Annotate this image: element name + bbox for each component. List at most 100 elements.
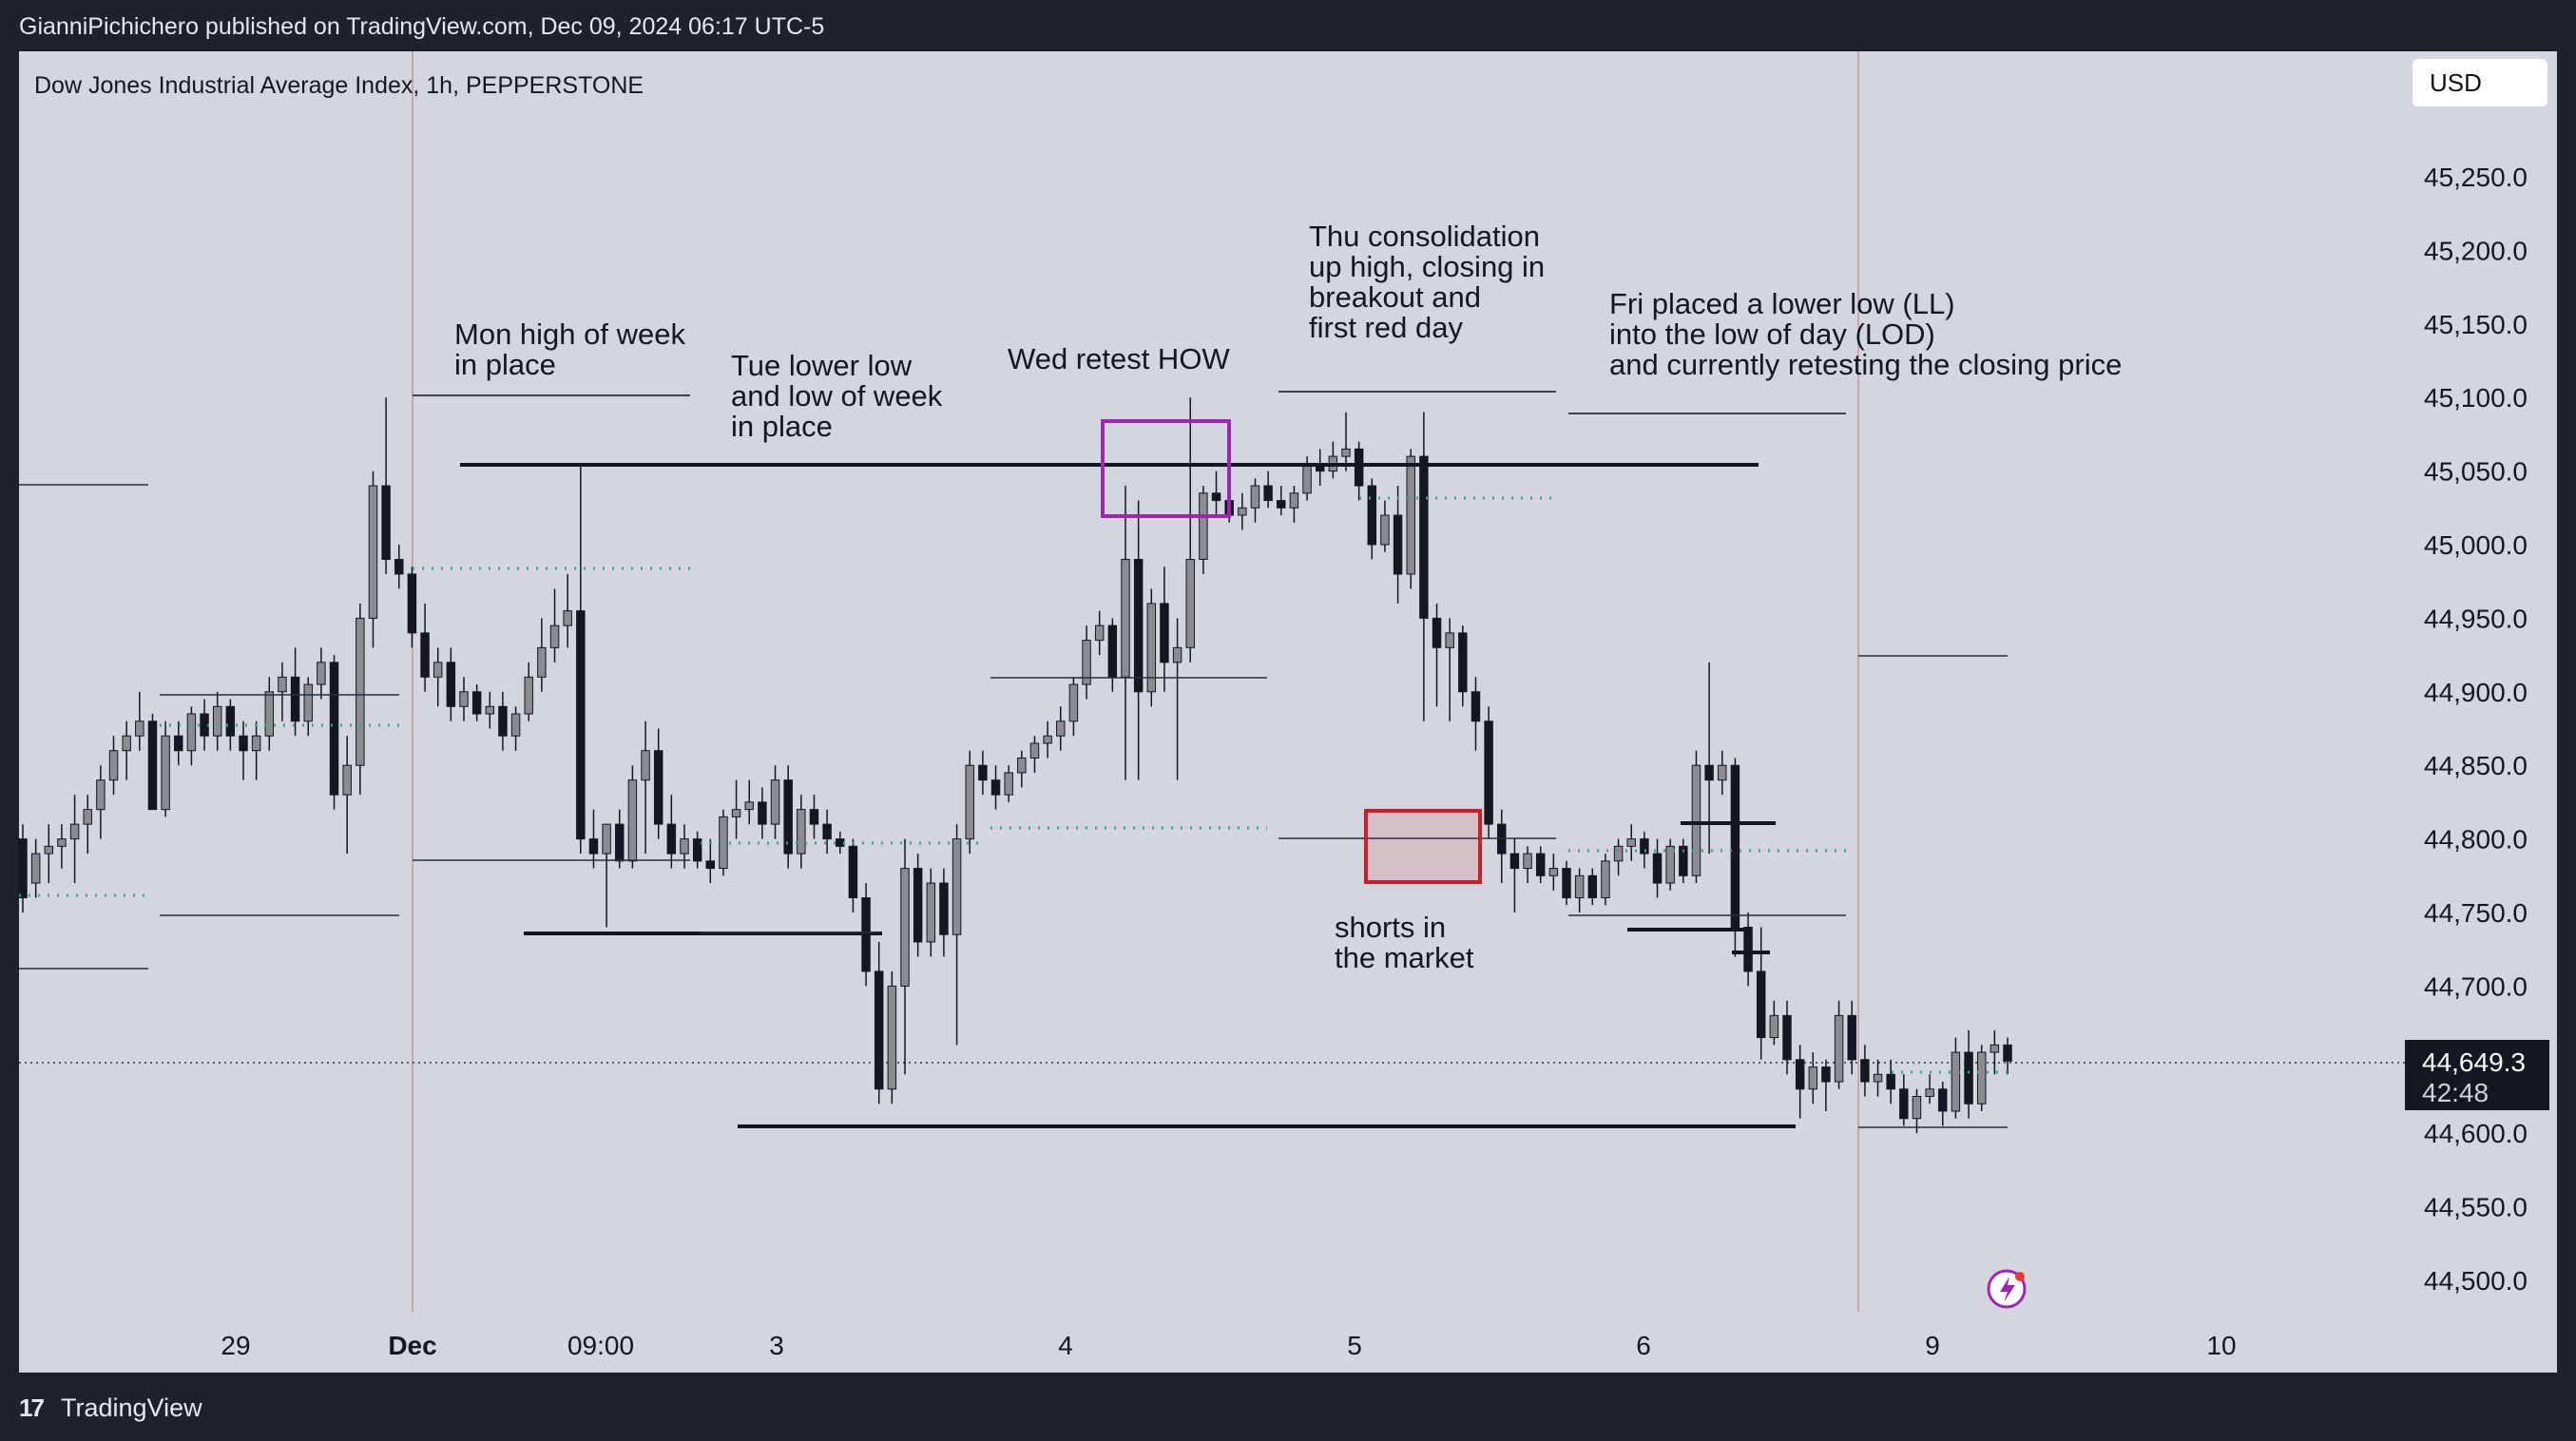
candle-body: [498, 705, 508, 737]
candle-body: [1951, 1051, 1961, 1112]
price-tick: 45,100.0: [2424, 383, 2528, 413]
time-tick: 4: [1058, 1331, 1073, 1360]
candle-body: [1730, 764, 1740, 928]
candle-body: [1380, 514, 1390, 546]
candle-body: [394, 558, 404, 575]
candle-body: [356, 617, 365, 766]
candle-body: [1601, 860, 1610, 899]
annotation-mon: Mon high of week in place: [454, 317, 685, 381]
candle-body: [1562, 868, 1571, 899]
tradingview-logo-icon[interactable]: 17: [19, 1393, 45, 1422]
candle-body: [653, 750, 663, 825]
candle-body: [278, 676, 287, 693]
candle-body: [1277, 500, 1286, 509]
candle-body: [588, 838, 599, 855]
candle-body: [1535, 853, 1546, 876]
tradingview-brand[interactable]: TradingView: [61, 1393, 202, 1422]
candle-body: [2003, 1044, 2012, 1062]
candle-body: [900, 868, 910, 987]
time-tick: 6: [1636, 1331, 1651, 1360]
candle-body: [939, 882, 949, 935]
candle-body: [96, 779, 106, 811]
candle-body: [1860, 1059, 1870, 1083]
candle-body: [913, 868, 923, 943]
time-axis[interactable]: 29 Dec 09:00 3 4 5 6 9 10: [221, 1331, 2236, 1360]
candle-body: [1652, 853, 1663, 884]
candle-body: [731, 809, 741, 817]
candle-body: [459, 691, 469, 707]
time-tick: 10: [2206, 1331, 2236, 1360]
fri-marks: [1627, 821, 1776, 954]
candle-body: [147, 720, 158, 811]
price-badge: [2405, 1040, 2549, 1110]
candle-body: [1121, 558, 1130, 678]
candle-body: [1782, 1014, 1792, 1061]
candle-body: [1211, 492, 1221, 502]
symbol-title: Dow Jones Industrial Average Index, 1h, …: [34, 72, 644, 99]
candle-body: [1471, 691, 1481, 722]
candle-body: [44, 845, 54, 855]
price-tick: 44,900.0: [2424, 678, 2528, 707]
candle-body: [83, 809, 92, 825]
candle-body: [1509, 853, 1520, 870]
candle-body: [433, 662, 443, 678]
chart-pane[interactable]: [19, 51, 2557, 1373]
candle-body: [822, 823, 832, 840]
candle-body: [1107, 624, 1118, 678]
price-tick: 44,950.0: [2424, 604, 2528, 633]
candle-body: [809, 809, 819, 825]
candle-body: [758, 801, 767, 825]
candle-body: [1990, 1044, 2000, 1053]
candle-body: [510, 713, 521, 737]
candle-body: [1587, 874, 1598, 899]
price-tick: 45,200.0: [2424, 236, 2528, 265]
candle-body: [225, 705, 236, 737]
candle-body: [1133, 558, 1144, 693]
candle-body: [1679, 845, 1688, 876]
candle-body: [1665, 845, 1675, 884]
candle-body: [848, 845, 858, 899]
candle-body: [1964, 1051, 1973, 1105]
price-tick: 44,800.0: [2424, 825, 2528, 855]
candle-body: [524, 676, 533, 715]
candle-body: [615, 823, 625, 862]
candle-body: [251, 735, 261, 752]
candle-body: [1419, 455, 1429, 619]
annotation-fri: Fri placed a lower low (LL) into the low …: [1609, 287, 2122, 381]
candle-body: [212, 705, 222, 737]
annotation-wed: Wed retest HOW: [1008, 342, 1230, 375]
candles-group: [18, 397, 2012, 1134]
candle-body: [1160, 603, 1169, 663]
annotations: Mon high of week in place Tue lower low an…: [454, 220, 2122, 974]
candle-body: [368, 485, 378, 619]
candle-body: [1691, 764, 1701, 876]
candle-body: [1523, 853, 1532, 870]
candle-body: [1146, 603, 1157, 693]
time-tick: 3: [769, 1331, 784, 1360]
candle-body: [108, 750, 119, 781]
candle-body: [952, 838, 962, 935]
candle-body: [1341, 448, 1351, 457]
candle-body: [1925, 1088, 1934, 1098]
time-tick: Dec: [388, 1331, 436, 1360]
candle-body: [1172, 646, 1182, 663]
candle-body: [1847, 1014, 1856, 1061]
candle-body: [1886, 1073, 1895, 1090]
candle-body: [1017, 757, 1027, 774]
price-axis[interactable]: 45,250.0 45,200.0 45,150.0 45,100.0 45,050.0…: [2424, 163, 2528, 1296]
candle-body: [641, 750, 650, 781]
candle-body: [18, 838, 28, 899]
currency-button[interactable]: USD: [2413, 59, 2547, 106]
candle-body: [1795, 1059, 1805, 1090]
candle-body: [1756, 970, 1766, 1039]
candle-body: [719, 816, 728, 870]
shorts-entry-box[interactable]: [1364, 809, 1482, 884]
candle-body: [471, 691, 482, 715]
candle-body: [239, 735, 248, 752]
annotation-underlines: [413, 391, 1846, 414]
candle-body: [303, 683, 313, 722]
candle-body: [666, 823, 677, 855]
candle-body: [30, 853, 41, 884]
wed-retest-box[interactable]: [1101, 419, 1231, 518]
